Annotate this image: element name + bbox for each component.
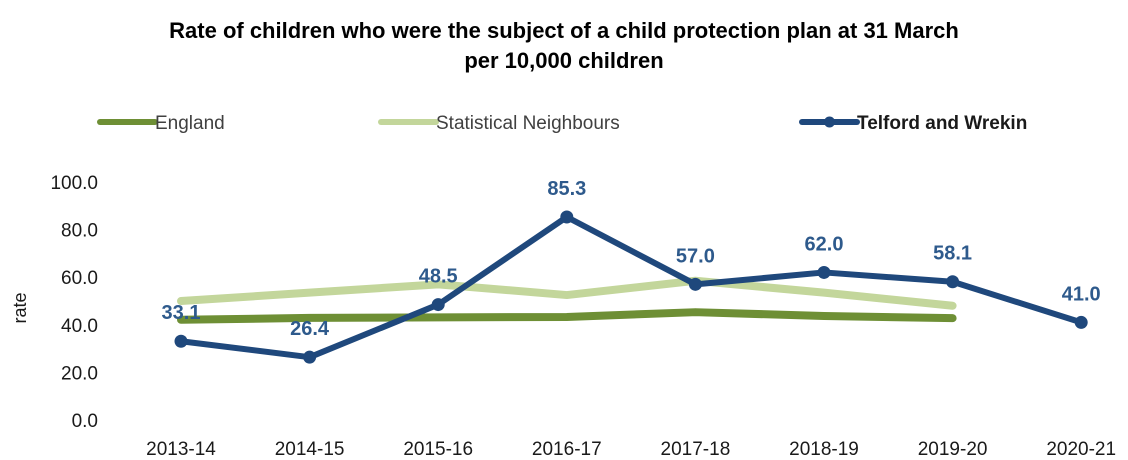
series-line <box>178 213 1085 361</box>
x-tick-label: 2015-16 <box>403 439 473 460</box>
chart-subtitle: per 10,000 children <box>464 48 663 73</box>
data-label: 58.1 <box>933 243 972 265</box>
y-axis-label: rate <box>10 292 30 323</box>
y-tick-label: 40.0 <box>61 316 98 337</box>
data-point <box>431 298 445 312</box>
y-tick-label: 60.0 <box>61 268 98 289</box>
data-labels: 33.1 26.4 48.5 85.3 57.0 62.0 58.1 41.0 <box>162 178 1101 340</box>
legend-item: Telford and Wrekin <box>799 113 1027 134</box>
data-label: 26.4 <box>290 318 330 340</box>
x-tick-label: 2017-18 <box>661 439 731 460</box>
series-line <box>177 308 957 324</box>
x-tick-label: 2016-17 <box>532 439 602 460</box>
chart-title: Rate of children who were the subject of… <box>169 18 959 43</box>
series-layer <box>174 210 1088 364</box>
series-line <box>177 276 957 310</box>
legend-item: Statistical Neighbours <box>378 113 620 134</box>
x-axis-ticks: 2013-14 2014-15 2015-16 2016-17 2017-18 2018-… <box>146 439 1116 460</box>
x-tick-label: 2018-19 <box>789 439 859 460</box>
data-point <box>560 210 574 224</box>
data-label: 62.0 <box>805 233 844 255</box>
data-point <box>1074 315 1088 329</box>
x-tick-label: 2013-14 <box>146 439 216 460</box>
legend-label: Statistical Neighbours <box>436 113 620 134</box>
legend-label: England <box>155 113 225 134</box>
y-tick-label: 80.0 <box>61 221 98 242</box>
x-tick-label: 2019-20 <box>918 439 988 460</box>
legend-marker <box>824 116 835 128</box>
data-point <box>817 265 831 279</box>
x-tick-label: 2020-21 <box>1046 439 1116 460</box>
legend: England Statistical Neighbours Telford and… <box>97 113 1027 134</box>
data-point <box>688 277 702 291</box>
data-point <box>174 334 188 348</box>
data-label: 85.3 <box>547 178 586 200</box>
data-label: 57.0 <box>676 245 715 267</box>
legend-item: England <box>97 113 225 134</box>
y-tick-label: 0.0 <box>72 411 98 432</box>
data-point <box>303 350 317 364</box>
data-label: 33.1 <box>162 302 201 324</box>
data-label: 41.0 <box>1062 283 1101 305</box>
y-tick-label: 20.0 <box>61 363 98 384</box>
data-point <box>946 275 960 289</box>
data-label: 48.5 <box>419 266 458 288</box>
y-tick-label: 100.0 <box>50 173 98 194</box>
legend-label: Telford and Wrekin <box>857 113 1027 134</box>
y-axis-ticks: 0.0 20.0 40.0 60.0 80.0 100.0 <box>50 173 98 432</box>
x-tick-label: 2014-15 <box>275 439 345 460</box>
